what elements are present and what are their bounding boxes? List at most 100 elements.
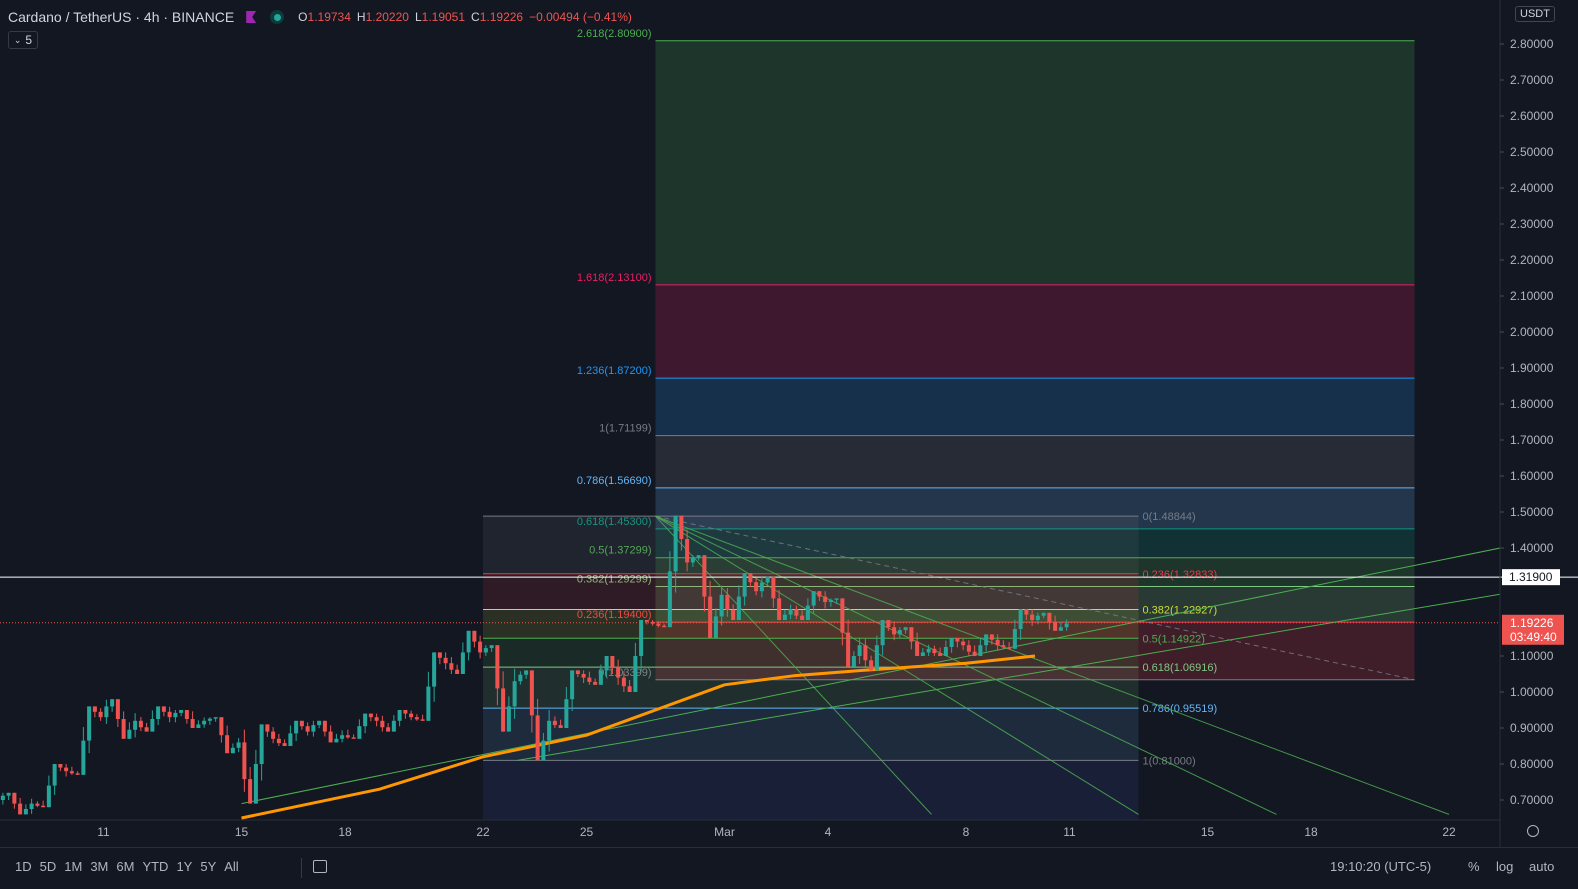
candle-body	[593, 681, 598, 685]
indicators-toggle-button[interactable]: ⌄ 5	[8, 31, 38, 49]
flag-icon[interactable]	[246, 11, 257, 23]
candle-body	[115, 699, 120, 719]
candle-body	[357, 726, 362, 739]
candle-body	[472, 630, 477, 642]
candle-body	[1012, 629, 1017, 649]
symbol-title[interactable]: Cardano / TetherUS · 4h · BINANCE	[8, 9, 235, 25]
candle-body	[184, 710, 189, 719]
time-tick-label: 11	[97, 825, 110, 839]
candle-body	[857, 645, 862, 656]
range-button-3m[interactable]: 3M	[90, 859, 109, 874]
candle-body	[782, 614, 787, 620]
candle-body	[926, 648, 931, 653]
candle-body	[35, 803, 40, 806]
fib-ext-level-label: 2.618(2.80900)	[577, 28, 652, 40]
candle-body	[610, 656, 615, 667]
fib-ext-level-label: 0.236(1.19400)	[577, 609, 652, 621]
candle-body	[1047, 612, 1052, 622]
candle-body	[587, 677, 592, 682]
candle-body	[409, 713, 414, 718]
clock[interactable]: 19:10:20 (UTC-5)	[1330, 859, 1432, 874]
last-price-box	[1502, 614, 1564, 645]
calendar-icon[interactable]	[313, 860, 327, 873]
ohlc-values: O1.19734 H1.20220 L1.19051 C1.19226 −0.0…	[298, 10, 632, 24]
fib-extension[interactable]: 2.618(2.80900) 1.618(2.13100) 1.236(1.8720…	[577, 28, 1415, 681]
candles	[0, 515, 1069, 815]
price-tick-label: 0.70000	[1510, 793, 1554, 807]
fib-ret-zone	[483, 609, 1139, 639]
candle-body	[616, 666, 621, 678]
candle-body	[754, 582, 759, 592]
toolbar-divider	[301, 858, 302, 878]
candle-body	[949, 638, 954, 647]
candle-body	[478, 641, 483, 653]
candle-body	[98, 711, 103, 718]
fib-ret-level-label: 0.382(1.22927)	[1143, 604, 1218, 616]
candle-body	[23, 809, 28, 815]
candle-body	[483, 648, 488, 653]
candle-body	[777, 598, 782, 620]
candle-body	[662, 625, 667, 628]
price-tick-label: 2.30000	[1510, 217, 1554, 231]
candle-body	[41, 805, 46, 808]
time-tick-label: 18	[338, 825, 352, 839]
range-button-all[interactable]: All	[224, 859, 239, 874]
drawing-lines[interactable]	[0, 515, 1578, 820]
currency-label[interactable]: USDT	[1515, 6, 1555, 22]
fan-line	[655, 515, 1139, 815]
candle-body	[851, 656, 856, 667]
candle-body	[961, 641, 966, 646]
auto-toggle[interactable]: auto	[1529, 859, 1555, 874]
range-button-ytd[interactable]: YTD	[142, 859, 169, 874]
candle-body	[811, 591, 816, 606]
price-tick-label: 2.40000	[1510, 181, 1554, 195]
percent-toggle[interactable]: %	[1468, 859, 1480, 874]
range-buttons: 1D 5D 1M 3M 6M YTD 1Y 5Y All	[14, 859, 246, 874]
time-tick-label: 15	[1201, 825, 1215, 839]
time-tick-label: Mar	[714, 825, 735, 839]
time-tick-label: 4	[825, 825, 832, 839]
price-tick-label: 1.60000	[1510, 469, 1554, 483]
candle-body	[972, 651, 977, 656]
candle-body	[368, 713, 373, 718]
candle-body	[943, 647, 948, 656]
candle-body	[736, 596, 741, 620]
range-button-5y[interactable]: 5Y	[200, 859, 217, 874]
log-toggle[interactable]: log	[1496, 859, 1514, 874]
candle-body	[127, 729, 132, 739]
candle-body	[363, 713, 368, 727]
candle-body	[759, 582, 764, 592]
candle-body	[834, 598, 839, 600]
range-button-1d[interactable]: 1D	[15, 859, 32, 874]
gear-icon[interactable]	[1527, 825, 1539, 837]
candle-body	[633, 656, 638, 692]
fan-line	[655, 515, 932, 815]
fib-retracement[interactable]: 0(1.48844) 0.236(1.32833) 0.382(1.22927) 0.…	[483, 511, 1217, 820]
candle-body	[581, 674, 586, 678]
candle-body	[938, 653, 943, 656]
candle-body	[311, 725, 316, 732]
candle-body	[535, 715, 540, 761]
candle-body	[598, 670, 603, 685]
range-button-5d[interactable]: 5D	[39, 859, 57, 874]
range-button-1m[interactable]: 1M	[64, 859, 83, 874]
candle-body	[6, 792, 11, 796]
price-tick-label: 2.20000	[1510, 253, 1554, 267]
price-tick-label: 2.70000	[1510, 73, 1554, 87]
candle-body	[1030, 614, 1035, 620]
fib-ext-level-label: 1.618(2.13100)	[577, 272, 652, 284]
candle-body	[518, 674, 523, 682]
candle-body	[794, 609, 799, 616]
candle-body	[874, 645, 879, 671]
candle-body	[748, 573, 753, 583]
candle-body	[1064, 623, 1069, 628]
range-button-6m[interactable]: 6M	[116, 859, 135, 874]
price-tick-label: 0.90000	[1510, 721, 1554, 735]
range-button-1y[interactable]: 1Y	[176, 859, 193, 874]
candle-body	[207, 718, 212, 721]
fib-ret-level-label: 0.618(1.06916)	[1143, 662, 1218, 674]
price-tick-label: 2.10000	[1510, 289, 1554, 303]
time-tick-label: 22	[1442, 825, 1456, 839]
candle-body	[823, 596, 828, 602]
